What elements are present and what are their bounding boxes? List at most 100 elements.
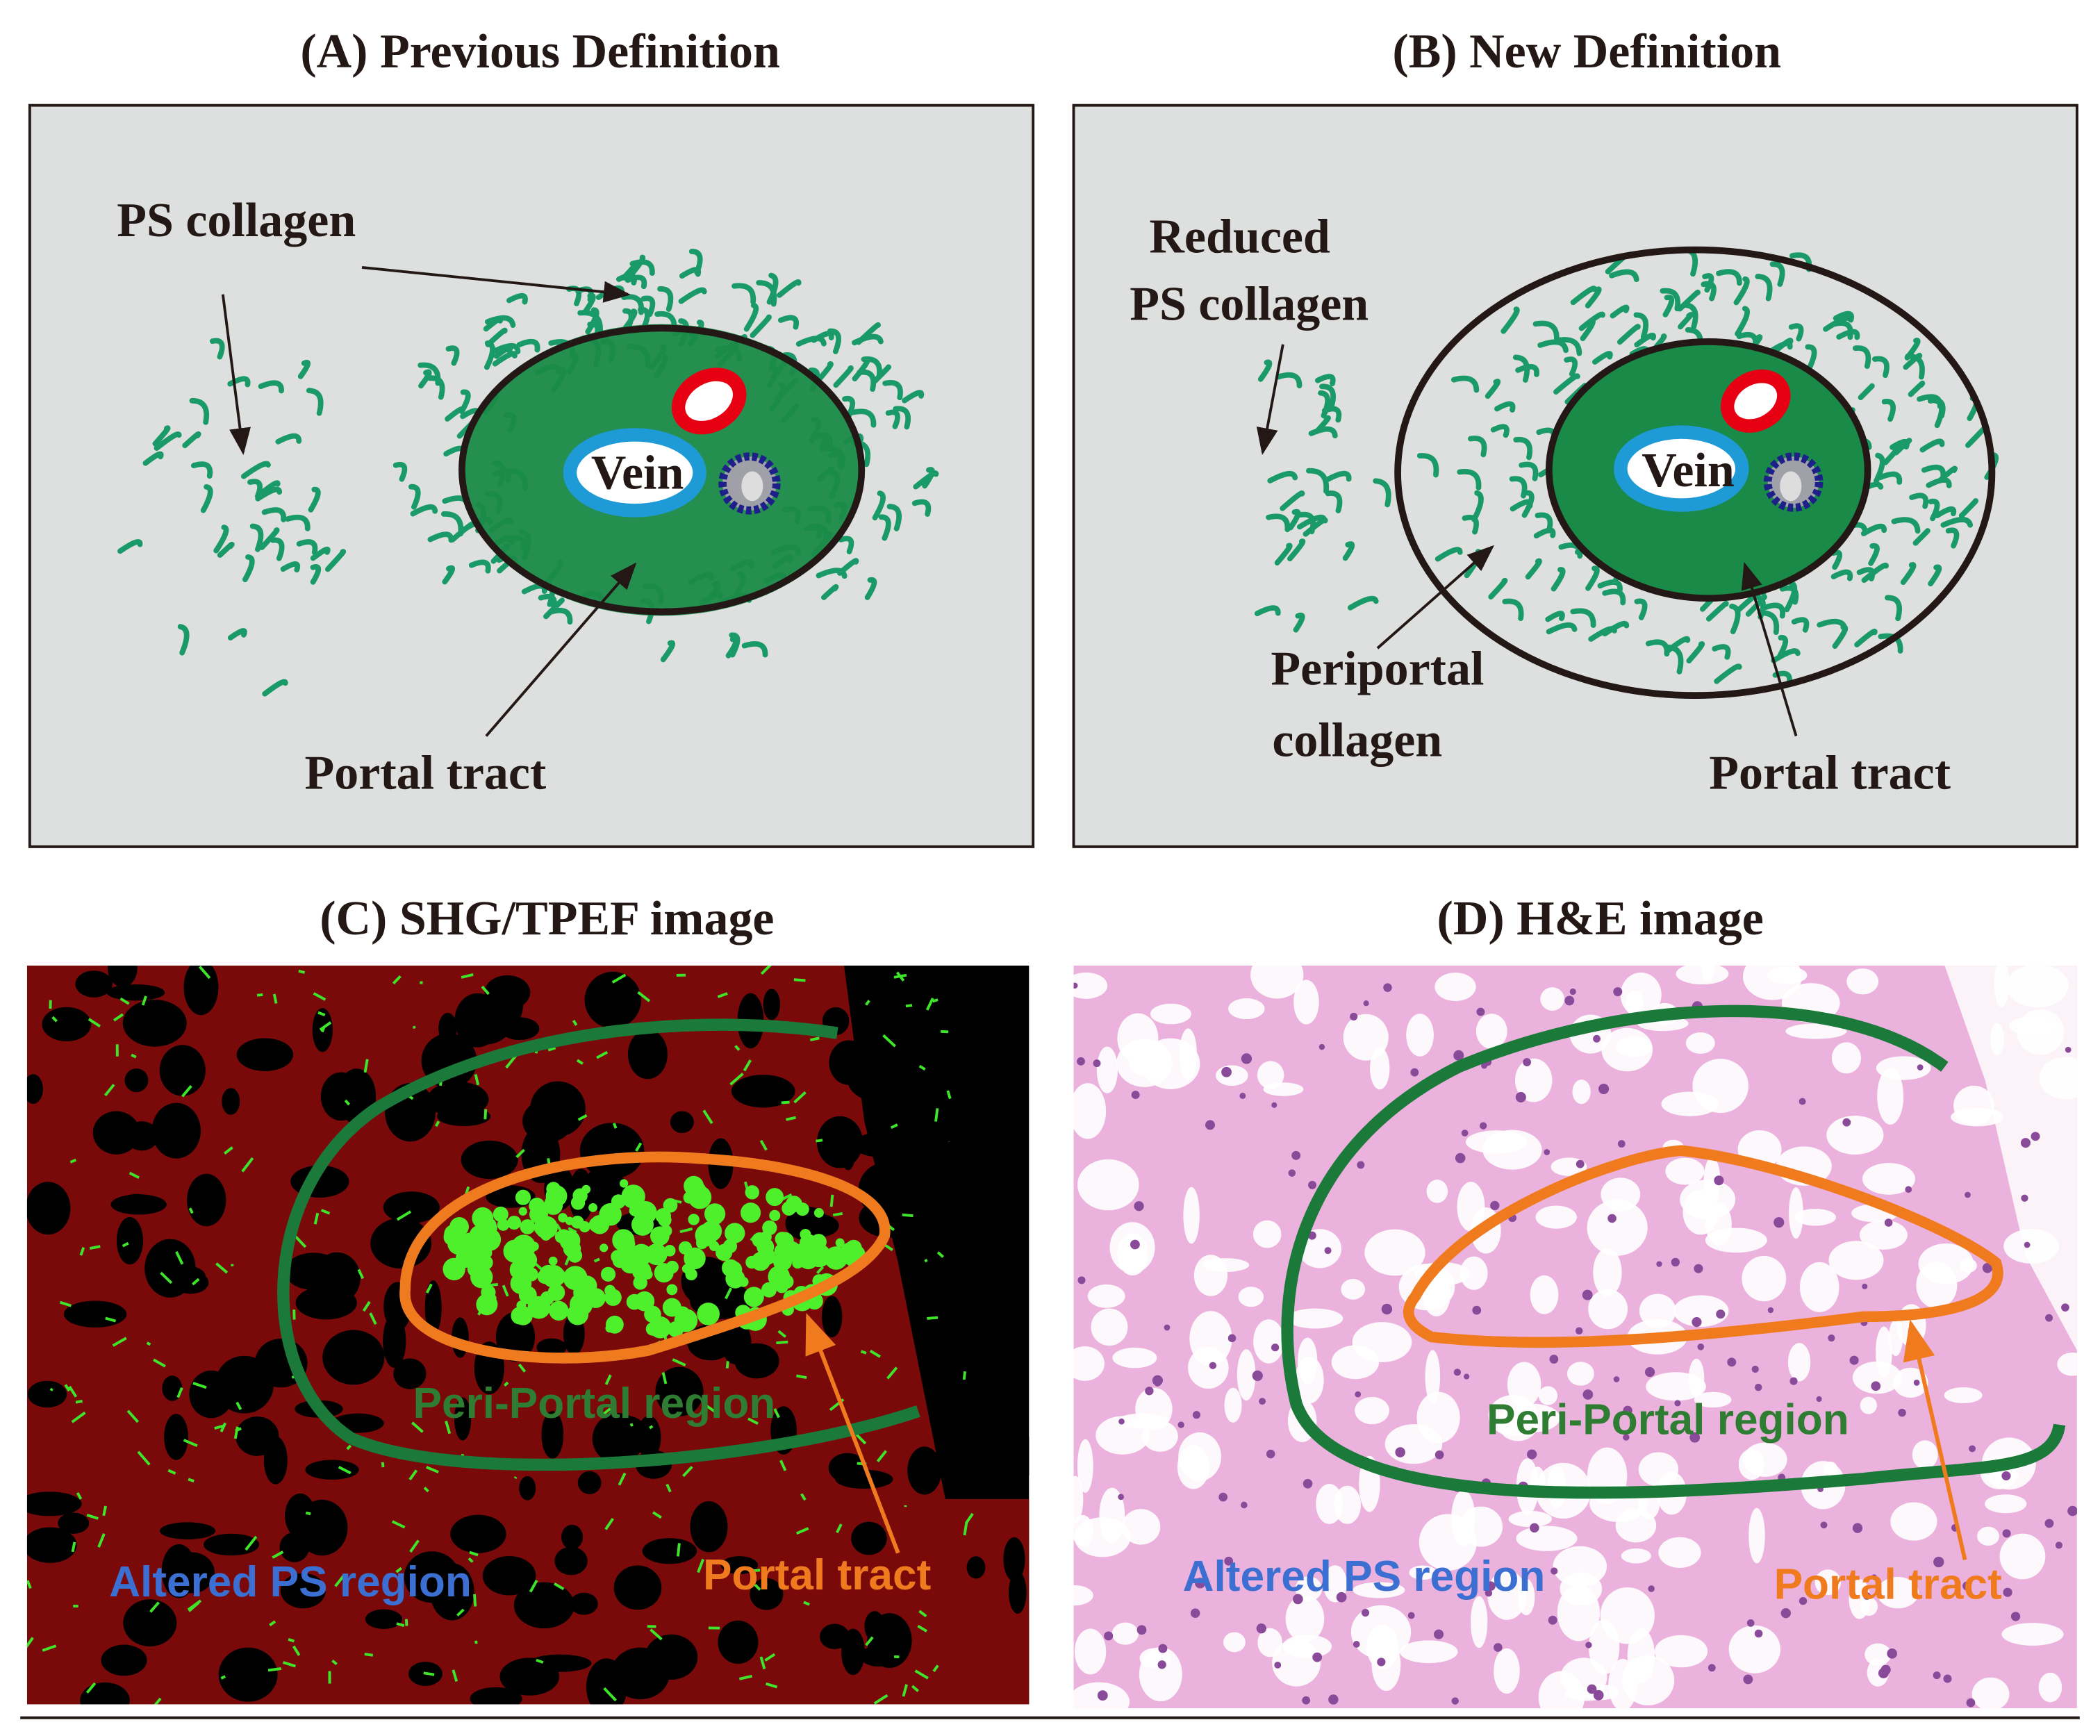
fiber [795, 1202, 809, 1216]
cell [541, 1411, 564, 1459]
nucleus [1434, 1629, 1444, 1639]
fiber [214, 1424, 226, 1430]
fiber [777, 315, 800, 330]
fiber [1545, 611, 1565, 622]
fiber [104, 1084, 115, 1097]
nucleus [2020, 1138, 2031, 1148]
nucleus [1743, 1674, 1753, 1685]
fiber [288, 1638, 295, 1643]
nucleus [1410, 1068, 1419, 1077]
nucleus [1494, 1643, 1503, 1652]
fiber [811, 331, 834, 343]
fiber [1958, 498, 1978, 519]
fiber [860, 1350, 867, 1355]
fiber [518, 1207, 527, 1216]
fiber [529, 1241, 539, 1251]
cell [916, 1018, 970, 1059]
cell [365, 1609, 402, 1629]
fiber [1257, 359, 1273, 382]
cell [159, 1045, 206, 1096]
nucleus [1485, 1589, 1493, 1597]
nucleus [1564, 995, 1575, 1006]
fiber [745, 1255, 759, 1269]
nucleus [1523, 1058, 1531, 1066]
cell [1638, 1452, 1679, 1487]
nucleus [1530, 1523, 1539, 1533]
cell [123, 1599, 177, 1647]
nucleus [1293, 1594, 1303, 1605]
fiber [474, 1074, 480, 1086]
cell [1960, 1258, 1977, 1273]
fiber [645, 1322, 660, 1336]
fiber [1912, 528, 1930, 546]
fiber [1934, 506, 1957, 518]
fiber [725, 1361, 729, 1369]
cell [852, 1132, 911, 1157]
fiber [434, 1121, 440, 1127]
fiber [965, 1512, 974, 1524]
cell [1073, 1346, 1105, 1381]
nucleus [1455, 1152, 1466, 1164]
fiber [650, 1628, 663, 1641]
fiber [71, 1411, 86, 1423]
nucleus [1644, 1366, 1655, 1378]
fiber [154, 431, 182, 452]
cell [106, 984, 165, 1001]
label: collagen [1272, 714, 1442, 768]
fiber [505, 1054, 518, 1069]
cell [1465, 1130, 1528, 1154]
cell [1224, 1387, 1242, 1423]
cell [1916, 1262, 1958, 1309]
cell [461, 1140, 518, 1180]
cell [655, 1366, 704, 1416]
nucleus [1789, 1377, 1798, 1385]
fiber [86, 1513, 99, 1520]
fiber [85, 1682, 97, 1694]
bile-duct-lumen [741, 471, 763, 502]
fiber [1525, 558, 1542, 580]
cell [1459, 1506, 1503, 1547]
fiber [1664, 636, 1691, 654]
nucleus [1118, 1418, 1125, 1425]
fiber [241, 1157, 254, 1173]
cell [991, 1014, 1008, 1049]
cell [80, 1682, 130, 1705]
nucleus [1303, 1478, 1313, 1489]
fiber [549, 1300, 569, 1321]
fiber [1591, 351, 1613, 365]
fiber [612, 1253, 627, 1268]
fiber [604, 1284, 616, 1296]
cell [1285, 1595, 1325, 1643]
nucleus [1195, 1578, 1206, 1589]
nucleus [1490, 1200, 1500, 1211]
fiber [800, 1234, 818, 1253]
cell [1298, 1337, 1318, 1384]
fiber [816, 568, 848, 579]
fiber [613, 1123, 618, 1129]
fiber [1860, 523, 1887, 536]
fiber [795, 1527, 809, 1535]
fiber [442, 565, 456, 585]
nucleus [1336, 1592, 1347, 1603]
nucleus [1871, 1574, 1877, 1580]
nucleus [2010, 1612, 2021, 1621]
fiber [1854, 629, 1878, 647]
fiber [1617, 324, 1641, 345]
cell [1228, 998, 1265, 1020]
fiber [26, 1580, 32, 1589]
cell [1787, 1343, 1811, 1382]
fiber [762, 1220, 777, 1236]
arrows [221, 265, 637, 737]
cell [1785, 1023, 1847, 1039]
cell [383, 1314, 406, 1369]
cell [1814, 1569, 1842, 1596]
fiber [745, 1185, 759, 1200]
cell [1860, 1396, 1877, 1414]
fiber [1891, 517, 1921, 534]
fiber [468, 1241, 490, 1264]
nucleus [1751, 1365, 1759, 1373]
fiber [777, 279, 802, 298]
cell [26, 1491, 82, 1516]
cell [26, 1074, 43, 1105]
fiber [1903, 352, 1923, 370]
